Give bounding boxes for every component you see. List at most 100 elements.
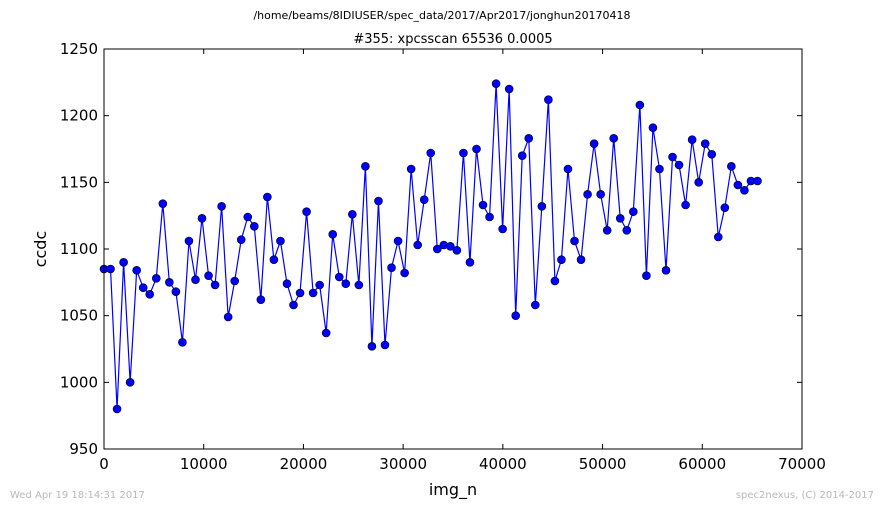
data-point <box>315 280 324 290</box>
data-point <box>282 279 292 288</box>
data-point <box>217 202 226 211</box>
data-point <box>465 258 475 267</box>
data-point <box>289 300 298 310</box>
data-point <box>681 200 690 210</box>
data-point <box>609 134 619 143</box>
data-point <box>112 404 122 414</box>
y-tick-label: 1000 <box>60 373 98 391</box>
data-point <box>367 342 377 351</box>
data-point <box>452 246 462 255</box>
data-point <box>530 300 540 310</box>
y-tick-label: 1150 <box>60 173 98 191</box>
data-point <box>615 214 625 223</box>
x-tick-label: 70000 <box>778 455 826 473</box>
data-point <box>472 144 481 154</box>
data-point <box>694 178 703 187</box>
data-point <box>655 164 664 174</box>
data-point <box>197 214 207 223</box>
data-point <box>459 148 468 158</box>
data-point <box>570 236 579 246</box>
data-point <box>269 255 279 264</box>
data-point <box>524 134 534 143</box>
chart-title: #355: xpcsscan 65536 0.0005 <box>353 32 552 47</box>
data-point <box>491 79 501 88</box>
data-point <box>485 212 494 222</box>
x-tick-label: 0 <box>99 455 109 473</box>
data-point <box>544 95 553 104</box>
data-point <box>446 242 455 251</box>
data-point <box>138 283 148 292</box>
data-point <box>511 311 521 320</box>
data-point <box>707 150 717 159</box>
data-point <box>537 202 547 211</box>
y-axis-label: ccdc <box>31 231 50 268</box>
footer-credit: spec2nexus, (C) 2014-2017 <box>736 490 874 501</box>
plot-area <box>99 79 762 414</box>
data-point <box>517 151 527 160</box>
data-point <box>348 210 357 219</box>
data-point <box>171 287 181 296</box>
y-axis: 950 1000 1050 1100 1150 1200 1250 <box>60 40 802 458</box>
series-line <box>104 83 758 410</box>
data-point <box>223 312 233 322</box>
y-tick-label: 1100 <box>60 240 98 258</box>
data-point <box>204 271 213 280</box>
x-axis-label: img_n <box>429 480 477 500</box>
data-point <box>674 160 684 170</box>
data-point <box>276 236 285 246</box>
data-point <box>478 200 488 210</box>
data-point <box>413 240 422 250</box>
data-point <box>720 203 730 212</box>
data-point <box>504 84 514 94</box>
data-point <box>374 196 383 206</box>
data-point <box>668 152 677 162</box>
data-point <box>308 288 318 298</box>
data-point <box>400 268 409 278</box>
data-point <box>740 186 749 195</box>
data-point <box>687 135 697 144</box>
data-point <box>498 224 507 234</box>
data-point <box>629 207 638 216</box>
data-point <box>236 235 246 244</box>
data-point <box>243 212 253 222</box>
data-point <box>158 199 168 208</box>
y-tick-label: 1050 <box>60 307 98 325</box>
data-point <box>210 280 220 290</box>
data-point <box>328 230 338 239</box>
y-tick-label: 950 <box>69 440 98 458</box>
x-tick-label: 60000 <box>678 455 726 473</box>
data-point <box>713 232 723 242</box>
data-point <box>263 192 272 202</box>
data-point <box>230 276 239 286</box>
data-point <box>602 226 612 235</box>
data-point <box>250 222 259 231</box>
data-point <box>321 328 331 338</box>
data-point <box>184 236 194 246</box>
data-point <box>648 123 658 132</box>
data-point <box>341 279 351 288</box>
data-point <box>361 162 370 171</box>
data-point <box>406 164 416 174</box>
x-axis: 0 10000 20000 30000 40000 50000 60000 70000 <box>99 49 826 473</box>
data-point <box>380 340 390 350</box>
data-point <box>295 288 305 298</box>
data-point <box>635 100 645 110</box>
data-point <box>419 195 429 204</box>
data-point <box>151 274 161 283</box>
data-point <box>178 338 187 347</box>
data-point <box>576 255 586 264</box>
data-point <box>302 207 311 216</box>
x-tick-label: 30000 <box>379 455 427 473</box>
data-point <box>589 139 599 148</box>
data-point <box>557 255 566 264</box>
y-tick-label: 1250 <box>60 40 98 58</box>
data-point <box>387 263 396 272</box>
data-point <box>354 280 364 290</box>
data-point <box>661 266 671 275</box>
x-tick-label: 40000 <box>479 455 527 473</box>
data-point <box>727 162 736 171</box>
data-point <box>550 276 560 286</box>
x-tick-label: 10000 <box>180 455 228 473</box>
data-point <box>145 290 155 299</box>
